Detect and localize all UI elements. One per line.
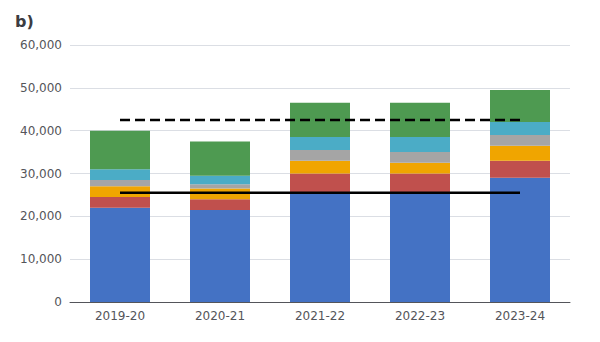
svg-text:30,000: 30,000 <box>20 167 62 181</box>
svg-text:2021-22: 2021-22 <box>295 309 345 323</box>
svg-text:20,000: 20,000 <box>20 209 62 223</box>
svg-text:40,000: 40,000 <box>20 124 62 138</box>
svg-text:2019-20: 2019-20 <box>95 309 145 323</box>
svg-text:60,000: 60,000 <box>20 38 62 52</box>
svg-text:2023-24: 2023-24 <box>495 309 545 323</box>
svg-text:10,000: 10,000 <box>20 252 62 266</box>
svg-text:50,000: 50,000 <box>20 81 62 95</box>
svg-text:b): b) <box>15 12 34 31</box>
svg-text:2020-21: 2020-21 <box>195 309 245 323</box>
svg-text:2022-23: 2022-23 <box>395 309 445 323</box>
svg-text:0: 0 <box>54 295 62 309</box>
